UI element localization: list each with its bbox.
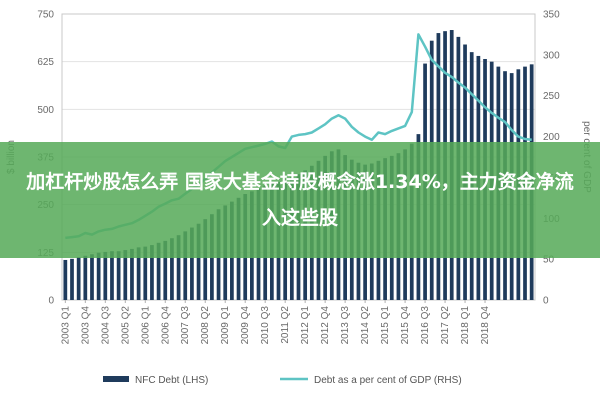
bar-nfc-debt <box>203 219 208 300</box>
bar-nfc-debt <box>76 257 81 300</box>
bar-nfc-debt <box>70 258 74 300</box>
y-tick-label-left: 625 <box>37 57 54 68</box>
x-tick-label: 2004 Q3 <box>100 306 111 345</box>
bar-nfc-debt <box>143 246 148 300</box>
bar-nfc-debt <box>110 251 114 300</box>
x-tick-label: 2005 Q2 <box>120 306 131 345</box>
x-tick-label: 2007 Q3 <box>180 306 191 345</box>
y-tick-label-right: 0 <box>543 296 549 307</box>
bar-nfc-debt <box>63 259 68 300</box>
legend-label-line: Debt as a per cent of GDP (RHS) <box>314 375 462 386</box>
x-tick-label: 2008 Q2 <box>200 306 211 345</box>
bar-nfc-debt <box>83 255 88 300</box>
x-tick-label: 2011 Q2 <box>280 306 291 344</box>
bar-nfc-debt <box>136 247 141 300</box>
x-tick-label: 2009 Q4 <box>240 306 251 345</box>
headline-banner[interactable]: 加杠杆炒股怎么弄 国家大基金持股概念涨1.34%，主力资金净流入这些股 <box>0 142 600 258</box>
y-tick-label-right: 50 <box>543 255 555 266</box>
bar-nfc-debt <box>196 223 201 300</box>
bar-nfc-debt <box>150 245 154 300</box>
bar-nfc-debt <box>96 252 101 300</box>
bar-nfc-debt <box>190 227 194 300</box>
bar-nfc-debt <box>156 242 161 300</box>
x-tick-label: 2012 Q4 <box>320 306 331 345</box>
y-tick-label-right: 300 <box>543 50 560 61</box>
bar-nfc-debt <box>163 240 168 300</box>
x-tick-label: 2018 Q4 <box>480 306 491 345</box>
legend-swatch-bars <box>103 376 129 382</box>
y-tick-label-left: 0 <box>48 296 54 307</box>
legend-label-bars: NFC Debt (LHS) <box>135 375 208 386</box>
bar-nfc-debt <box>183 231 188 300</box>
x-tick-label: 2010 Q3 <box>260 306 271 345</box>
y-tick-label-right: 350 <box>543 10 560 21</box>
x-tick-label: 2009 Q1 <box>220 306 231 345</box>
bar-nfc-debt <box>123 250 128 300</box>
x-tick-label: 2003 Q4 <box>80 306 91 345</box>
x-tick-label: 2017 Q2 <box>440 306 451 345</box>
bar-nfc-debt <box>176 235 181 300</box>
x-tick-label: 2018 Q1 <box>460 306 471 345</box>
bar-nfc-debt <box>170 238 174 300</box>
x-tick-label: 2012 Q1 <box>300 306 311 345</box>
bar-nfc-debt <box>103 251 108 300</box>
bar-nfc-debt <box>116 251 121 300</box>
x-tick-label: 2015 Q4 <box>400 306 411 345</box>
y-tick-label-right: 200 <box>543 132 560 143</box>
y-tick-label-left: 500 <box>37 105 54 116</box>
bar-nfc-debt <box>90 254 94 300</box>
x-tick-label: 2013 Q3 <box>340 306 351 345</box>
x-tick-label: 2003 Q1 <box>60 306 71 345</box>
y-tick-label-right: 250 <box>543 91 560 102</box>
x-tick-label: 2015 Q1 <box>380 306 391 345</box>
bar-nfc-debt <box>130 248 134 300</box>
x-tick-label: 2016 Q3 <box>420 306 431 345</box>
headline-text: 加杠杆炒股怎么弄 国家大基金持股概念涨1.34%，主力资金净流入这些股 <box>26 171 574 229</box>
x-tick-label: 2006 Q4 <box>160 306 171 345</box>
x-tick-label: 2006 Q1 <box>140 306 151 345</box>
y-tick-label-left: 750 <box>37 10 54 21</box>
x-tick-label: 2014 Q2 <box>360 306 371 345</box>
